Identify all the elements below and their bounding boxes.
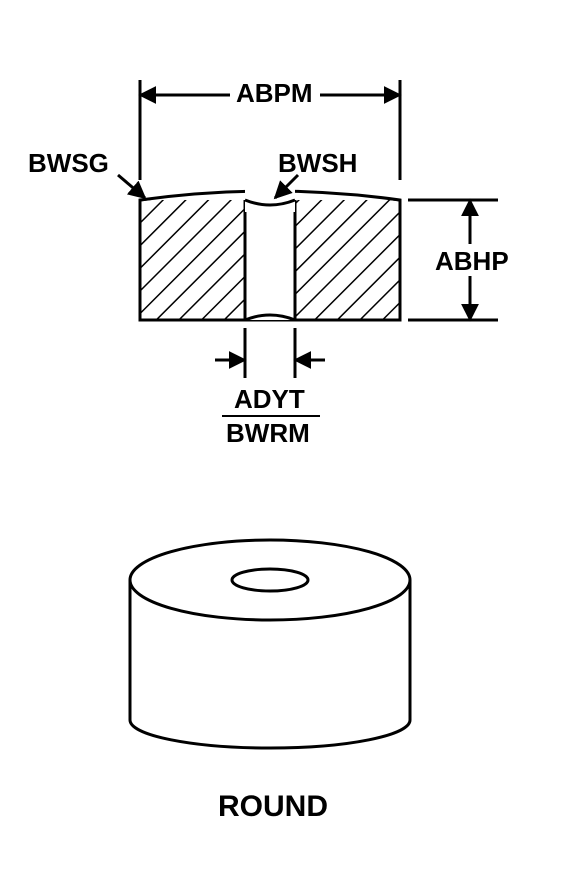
- caption-round: ROUND: [218, 790, 328, 824]
- label-bwsg: BWSG: [28, 148, 109, 179]
- label-adyt: ADYT: [234, 384, 305, 415]
- label-bwsh: BWSH: [278, 148, 357, 179]
- label-abhp: ABHP: [435, 246, 509, 277]
- label-abpm: ABPM: [236, 78, 313, 109]
- label-bwrm: BWRM: [226, 418, 310, 449]
